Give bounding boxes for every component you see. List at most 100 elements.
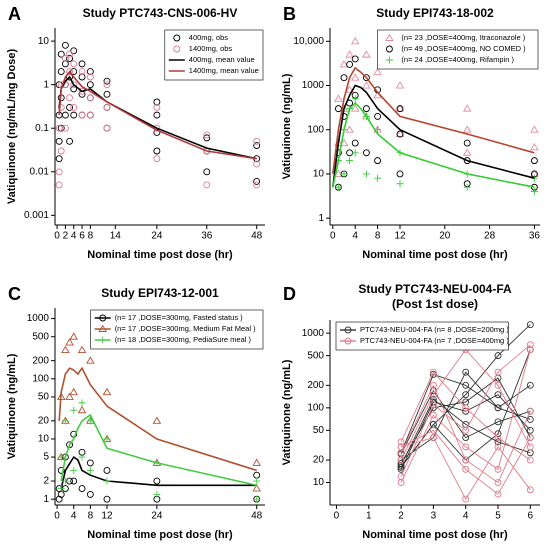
panel: B Study EPI743-18-002 0 4 8 12 20 28 36 1 10 100 100…: [281, 4, 540, 261]
data-point: [70, 477, 78, 485]
data-point: [396, 180, 404, 188]
data-point: [334, 105, 342, 113]
data-point: [463, 183, 471, 191]
data-point: [65, 338, 74, 346]
data-point: [203, 131, 211, 139]
data-point: [70, 85, 78, 93]
x-tick-label: 24: [151, 511, 163, 522]
x-tick-label: 1: [366, 511, 372, 522]
data-point: [56, 392, 66, 400]
data-point: [253, 477, 261, 485]
data-point: [494, 490, 502, 498]
x-tick-label: 0: [330, 231, 336, 242]
chart-title: Study EPI743-12-001: [101, 286, 219, 300]
series-line: [400, 389, 531, 455]
data-point: [86, 417, 94, 425]
data-point: [77, 405, 87, 414]
data-point: [70, 81, 78, 89]
data-point: [78, 485, 86, 493]
data-point: [70, 60, 78, 68]
data-point: [351, 149, 359, 157]
y-axis-label: Vatiquinone (ng/mL): [281, 359, 293, 465]
legend-marker: [99, 314, 107, 322]
legend-label: 400mg, mean value: [189, 55, 255, 64]
y-tick-label: 20: [313, 455, 325, 466]
data-point: [70, 406, 78, 414]
data-point: [65, 392, 74, 400]
data-point: [78, 68, 86, 76]
data-point: [526, 321, 534, 329]
data-point: [70, 68, 78, 76]
data-point: [153, 490, 161, 498]
data-point: [86, 68, 94, 76]
data-point: [78, 111, 86, 119]
data-point: [152, 416, 162, 424]
x-tick-label: 28: [484, 231, 496, 242]
data-point: [494, 391, 502, 399]
x-tick-label: 12: [394, 231, 406, 242]
legend-label: 1400mg, obs: [189, 44, 233, 53]
data-point: [57, 485, 65, 493]
y-tick-label: 500: [307, 350, 324, 361]
data-point: [57, 453, 65, 461]
chart-subtitle: (Post 1st dose): [392, 297, 478, 311]
series-line: [58, 75, 257, 160]
x-tick-label: 6: [528, 511, 534, 522]
series-line: [400, 384, 531, 484]
legend-marker: [344, 337, 352, 345]
data-point: [494, 404, 502, 412]
data-point: [396, 130, 404, 138]
data-point: [350, 104, 360, 112]
y-tick-label: 10: [38, 36, 50, 47]
x-tick-label: 4: [71, 511, 77, 522]
data-point: [78, 399, 86, 407]
x-tick-label: 14: [110, 231, 122, 242]
data-point: [374, 174, 382, 182]
series-line: [332, 84, 535, 188]
y-tick-label: 0.01: [30, 166, 50, 177]
data-point: [252, 458, 261, 466]
legend-marker: [173, 45, 181, 53]
data-point: [55, 137, 63, 145]
x-tick-label: 4: [352, 231, 358, 242]
data-point: [395, 129, 405, 137]
x-tick-label: 8: [375, 231, 381, 242]
data-point: [362, 170, 370, 178]
x-tick-label: 0: [54, 511, 60, 522]
data-point: [253, 160, 261, 168]
x-tick-label: 20: [439, 231, 451, 242]
data-point: [351, 139, 359, 147]
data-point: [61, 477, 69, 485]
y-tick-label: 200: [32, 355, 49, 366]
x-tick-label: 5: [495, 511, 501, 522]
data-point: [346, 60, 354, 68]
data-point: [362, 105, 370, 113]
legend-label: PTC743-NEU-004-FA (n= 7 ,DOSE=400mg ): [360, 336, 509, 345]
y-tick-label: 50: [313, 425, 325, 436]
data-point: [429, 401, 437, 409]
data-point: [526, 449, 534, 457]
data-point: [362, 74, 370, 82]
data-point: [153, 103, 161, 111]
data-point: [462, 104, 472, 112]
x-tick-label: 0: [54, 231, 60, 242]
data-point: [103, 103, 111, 111]
data-point: [69, 332, 78, 340]
data-point: [153, 477, 161, 485]
data-point: [103, 90, 111, 98]
data-point: [61, 41, 69, 49]
series-line: [400, 349, 531, 483]
y-tick-label: 500: [32, 331, 49, 342]
data-point: [530, 157, 538, 165]
x-tick-label: 6: [79, 231, 85, 242]
data-point: [340, 170, 348, 178]
data-point: [66, 68, 74, 76]
legend-marker: [99, 336, 107, 344]
data-point: [351, 55, 359, 63]
y-tick-label: 1000: [302, 80, 325, 91]
data-point: [429, 411, 437, 419]
data-point: [396, 170, 404, 178]
data-point: [462, 443, 470, 451]
y-tick-label: 1000: [27, 313, 50, 324]
panel: A Study PTC743-CNS-006-HV0 2 4 6 8 14 24 36 480.0…: [6, 4, 265, 261]
